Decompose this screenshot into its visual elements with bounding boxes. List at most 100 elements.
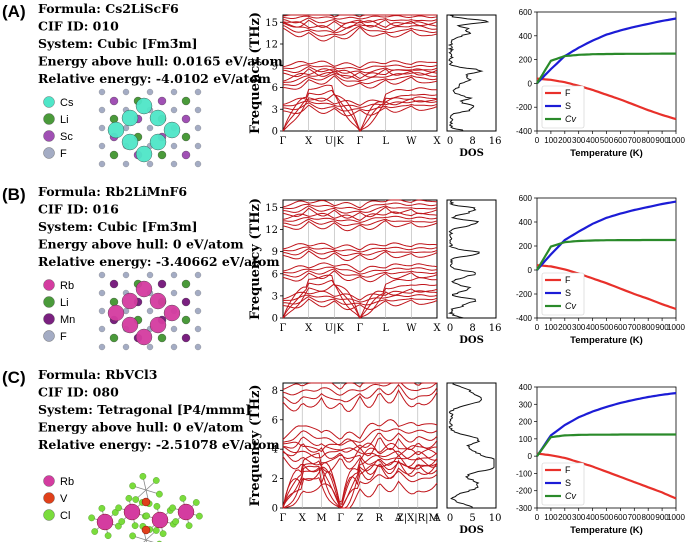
band-xtick-label: A: [394, 513, 403, 524]
thermo-xtick-label: 100: [544, 323, 558, 332]
dos-line: [447, 14, 490, 132]
band-line-optical-top: [282, 14, 437, 18]
band-xtick-label: Γ: [337, 513, 344, 524]
f-atom: [98, 160, 106, 168]
metal-atom: [109, 150, 119, 160]
relative-energy: Relative energy: -4.0102 eV/atom: [38, 71, 271, 86]
f-atom: [98, 142, 106, 150]
metal-atom: [181, 315, 191, 325]
band-line-optical-high: [282, 211, 438, 221]
cl-atom: [91, 528, 99, 535]
thermo-ytick-label: 200: [519, 242, 533, 251]
band-xtick-label: Γ: [357, 136, 364, 147]
band-line-optical1: [282, 438, 438, 457]
thermo-ytick-label: 200: [519, 56, 533, 65]
f-atom: [146, 160, 154, 168]
thermo-legend-label: Cv: [565, 491, 576, 501]
metal-atom: [181, 297, 191, 307]
atom-legend-marker: [43, 475, 55, 487]
band-line-optical-high: [282, 382, 437, 390]
dos-xlabel: DOS: [459, 148, 484, 159]
f-atom: [194, 289, 202, 297]
thermo-xtick-label: 400: [586, 136, 600, 145]
atom-legend-label: Li: [60, 297, 69, 309]
thermo-xtick-label: 900: [655, 513, 669, 522]
band-line-optical-mid: [282, 268, 438, 278]
thermo-legend-box: [541, 272, 585, 316]
band-ylabel: Frequency (THz): [248, 12, 263, 134]
thermo-xtick-label: 400: [586, 513, 600, 522]
band-line-optical-high: [282, 20, 438, 33]
alkali-atom: [121, 292, 139, 310]
thermo-xtick-label: 800: [642, 323, 656, 332]
band-ylabel: Frequency (THz): [248, 384, 263, 506]
rb-atom: [177, 503, 195, 521]
thermo-legend-label: F: [565, 275, 571, 285]
cl-atom: [118, 518, 126, 525]
metal-atom: [109, 114, 119, 124]
band-line-optical-top: [282, 206, 438, 219]
band-line-optical-mid2: [282, 60, 438, 69]
thermo-legend-box: [541, 85, 585, 129]
atom-legend-label: F: [60, 331, 67, 343]
formula-line: Formula: Cs2LiScF6: [38, 1, 179, 16]
band-ytick-label: 12: [265, 225, 278, 236]
thermo-xlabel: Temperature (K): [570, 525, 643, 536]
band-line-optical-high: [283, 215, 438, 223]
dos-xlabel: DOS: [459, 525, 484, 536]
formula-label: Formula:: [38, 367, 105, 382]
cl-atom: [111, 509, 119, 516]
band-ytick-label: 9: [272, 247, 278, 258]
band-line-optical-mid: [283, 73, 438, 87]
atom-legend-label: F: [60, 148, 67, 160]
metal-atom: [181, 96, 191, 106]
band-line-optical-mid: [282, 75, 438, 90]
thermo-xtick-label: 0: [535, 513, 540, 522]
metal-atom: [157, 279, 167, 289]
atom-legend: Cs Li Sc F: [43, 96, 74, 160]
f-atom: [170, 271, 178, 279]
metal-atom: [157, 150, 167, 160]
cl-atom: [129, 532, 136, 540]
dos-frame: [446, 199, 497, 319]
cl-atom: [172, 518, 180, 525]
band-ytick-label: 15: [265, 203, 278, 214]
thermo-ytick-label: 0: [528, 79, 533, 88]
band-line-optical-low: [282, 298, 438, 311]
band-line-optical1: [282, 450, 438, 471]
thermo-xtick-label: 800: [642, 513, 656, 522]
f-atom: [98, 124, 106, 132]
f-atom: [194, 325, 202, 333]
atom-legend-label: Rb: [60, 476, 74, 488]
band-xtick-label: U|K: [325, 136, 345, 147]
thermo-legend-label: S: [565, 101, 571, 111]
alkali-atom: [135, 280, 153, 298]
dos-frame: [446, 14, 497, 132]
cl-atom: [152, 477, 160, 484]
thermo-ytick-label: 200: [519, 418, 533, 427]
cl-atom: [156, 490, 163, 498]
cl-atom: [104, 532, 112, 540]
band-xtick-label: L: [382, 323, 389, 334]
thermo-xtick-label: 700: [628, 513, 642, 522]
f-atom: [194, 106, 202, 114]
alkali-atom: [149, 133, 167, 151]
formula-value: RbVCl3: [105, 367, 157, 382]
band-ytick-label: 0: [272, 127, 278, 138]
f-atom: [146, 343, 154, 351]
thermo-ytick-label: 600: [519, 194, 533, 203]
crystal-system: System: Cubic [Fm3̄m]: [38, 36, 198, 51]
band-ytick-label: 6: [272, 269, 278, 280]
atom-legend-label: Mn: [60, 314, 75, 326]
f-atom: [98, 343, 106, 351]
formula-value: Cs2LiScF6: [105, 1, 179, 16]
thermo-line-Cv: [536, 433, 676, 457]
thermo-xtick-label: 800: [642, 136, 656, 145]
dos-xtick-label: 0: [447, 136, 453, 147]
f-atom: [194, 88, 202, 96]
thermo-ytick-label: -200: [516, 487, 533, 496]
thermo-legend-label: S: [565, 478, 571, 488]
band-line-optical-mid2: [282, 64, 438, 71]
dos-chart: 0 8 16 DOS: [446, 14, 501, 159]
